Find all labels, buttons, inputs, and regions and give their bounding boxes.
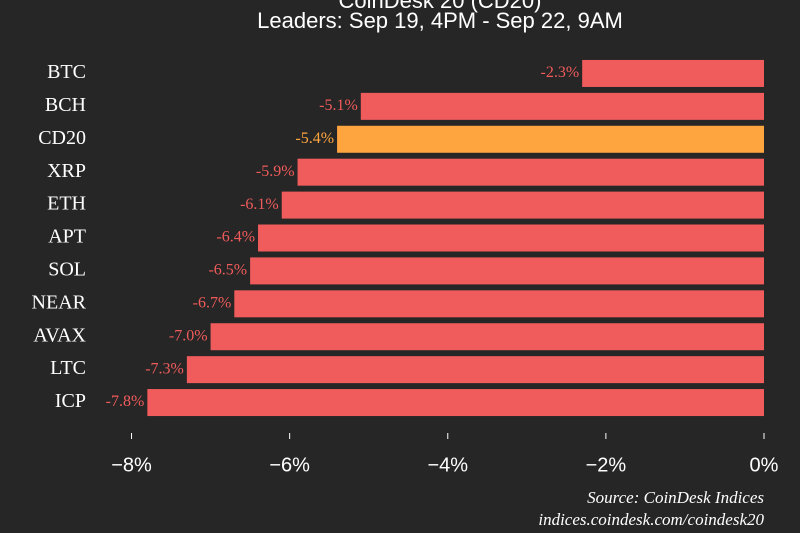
y-tick-label: AVAX (33, 324, 86, 346)
bar (234, 290, 764, 318)
value-label: -5.4% (295, 130, 334, 147)
value-label: -5.1% (319, 97, 358, 114)
bar (147, 389, 764, 417)
value-label: -5.9% (256, 163, 295, 180)
y-tick-label: ICP (55, 390, 86, 412)
bar (281, 191, 764, 219)
x-tick-label: 0% (750, 454, 779, 476)
value-label: -6.7% (193, 294, 232, 311)
y-tick-label: BTC (47, 61, 86, 83)
bar (360, 92, 764, 120)
value-label: -7.0% (169, 327, 208, 344)
y-tick-label: BCH (45, 94, 86, 116)
x-tick-label: −4% (427, 454, 468, 476)
value-label: -2.3% (541, 64, 580, 81)
bar (210, 323, 764, 351)
x-tick-label: −2% (586, 454, 627, 476)
bar (337, 125, 764, 153)
value-label: -7.3% (145, 360, 184, 377)
y-tick-label: LTC (50, 357, 86, 379)
bar (250, 257, 764, 285)
chart-title: CoinDesk 20 (CD20) (339, 0, 542, 13)
value-label: -6.5% (208, 262, 247, 279)
bar (297, 158, 764, 186)
bar (186, 356, 764, 384)
x-tick-label: −8% (111, 454, 152, 476)
value-label: -6.4% (216, 229, 255, 246)
value-label: -6.1% (240, 196, 279, 213)
y-tick-label: NEAR (32, 291, 87, 313)
y-tick-label: CD20 (38, 127, 86, 149)
y-tick-label: ETH (47, 193, 86, 215)
source: Source: CoinDesk Indices (587, 488, 764, 507)
x-tick-label: −6% (269, 454, 310, 476)
y-tick-label: XRP (47, 160, 86, 182)
y-tick-label: APT (48, 226, 86, 248)
value-label: -7.8% (106, 393, 145, 410)
bar (582, 59, 764, 87)
y-tick-label: SOL (48, 259, 86, 281)
chart-subtitle: Leaders: Sep 19, 4PM - Sep 22, 9AM (257, 8, 623, 33)
source-url: indices.coindesk.com/coindesk20 (538, 510, 764, 529)
bar (258, 224, 764, 252)
